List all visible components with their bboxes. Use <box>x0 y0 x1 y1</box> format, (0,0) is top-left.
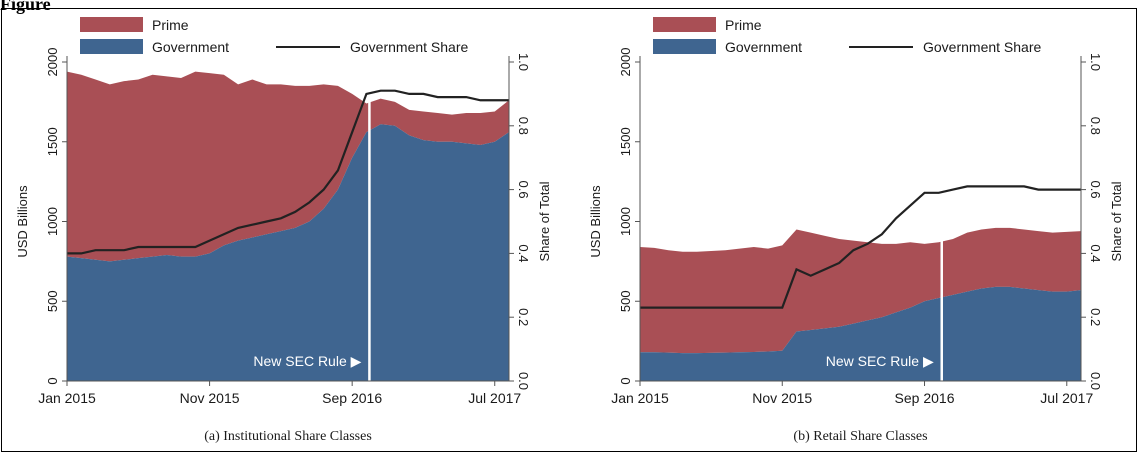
prime-area <box>640 227 1081 354</box>
legend-label-share: Government Share <box>923 39 1041 55</box>
y-axis-left-title: USD Billions <box>588 185 603 258</box>
y-right-tick-label: 0.4 <box>516 244 531 262</box>
chart-panel-a: New SEC Rule ▶ 0 500 1000 1500 2000 0.0 0.2 0.4 0… <box>15 17 552 444</box>
y-right-tick-label: 0.2 <box>1088 308 1103 326</box>
panel-caption: (b) Retail Share Classes <box>793 429 927 444</box>
legend-swatch-prime <box>653 17 716 32</box>
x-tick-label: Nov 2015 <box>752 390 812 406</box>
y-right-tick-label: 0.0 <box>1088 372 1103 390</box>
legend-label-prime: Prime <box>725 17 762 33</box>
legend-label-government: Government <box>152 39 229 55</box>
x-tick-label: Jan 2015 <box>38 390 96 406</box>
x-tick-label: Nov 2015 <box>180 390 240 406</box>
y-right-tick-label: 1.0 <box>1088 53 1103 71</box>
y-left-tick-label: 500 <box>45 290 60 312</box>
y-right-tick-label: 0.8 <box>516 117 531 135</box>
y-right-tick-label: 0.4 <box>1088 244 1103 262</box>
x-tick-label: Jul 2017 <box>468 390 521 406</box>
government-share-line <box>67 89 509 255</box>
x-tick-label: Jul 2017 <box>1040 390 1093 406</box>
y-left-tick-label: 1500 <box>45 127 60 156</box>
x-tick-label: Jan 2015 <box>611 390 669 406</box>
y-right-tick-label: 1.0 <box>516 53 531 71</box>
legend-swatch-prime <box>80 17 143 32</box>
y-right-tick-label: 0.2 <box>516 308 531 326</box>
y-left-tick-label: 0 <box>45 377 60 384</box>
legend-label-prime: Prime <box>152 17 189 33</box>
y-left-tick-label: 2000 <box>618 48 633 77</box>
government-area <box>67 124 509 381</box>
x-tick-label: Sep 2016 <box>322 390 382 406</box>
legend-label-share: Government Share <box>350 39 468 55</box>
y-right-tick-label: 0.6 <box>516 181 531 199</box>
y-right-tick-label: 0.8 <box>1088 117 1103 135</box>
legend-swatch-government <box>653 39 716 54</box>
sec-rule-annotation: New SEC Rule ▶ <box>253 353 361 369</box>
sec-rule-annotation: New SEC Rule ▶ <box>826 353 934 369</box>
y-left-tick-label: 500 <box>618 290 633 312</box>
y-left-tick-label: 2000 <box>45 48 60 77</box>
x-tick-label: Sep 2016 <box>895 390 955 406</box>
y-left-tick-label: 0 <box>618 377 633 384</box>
y-left-tick-label: 1000 <box>45 207 60 236</box>
legend-swatch-government <box>80 39 143 54</box>
y-right-tick-label: 0.0 <box>516 372 531 390</box>
y-left-tick-label: 1500 <box>618 127 633 156</box>
government-share-line <box>640 185 1081 309</box>
figure-frame <box>1 8 1137 452</box>
y-left-tick-label: 1000 <box>618 207 633 236</box>
panel-caption: (a) Institutional Share Classes <box>204 429 372 444</box>
y-right-tick-label: 0.6 <box>1088 181 1103 199</box>
y-axis-left-title: USD Billions <box>15 185 30 258</box>
prime-area <box>67 71 509 262</box>
chart-panel-b: New SEC Rule ▶ 0 500 1000 1500 2000 0.0 0.2 0.4 0… <box>588 17 1124 444</box>
legend-label-government: Government <box>725 39 802 55</box>
y-axis-right-title: Share of Total <box>537 181 552 261</box>
government-area <box>640 286 1081 381</box>
y-axis-right-title: Share of Total <box>1109 181 1124 261</box>
figure-label: Figure <box>0 0 51 14</box>
